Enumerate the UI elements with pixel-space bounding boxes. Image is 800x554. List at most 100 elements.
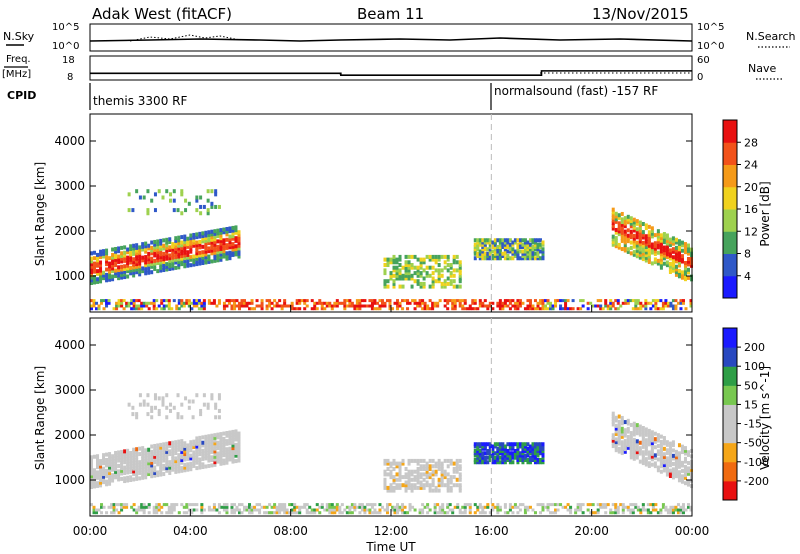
echo-cell bbox=[623, 218, 627, 223]
echo-cell bbox=[611, 215, 615, 220]
echo-cell bbox=[651, 299, 655, 303]
echo-cell bbox=[117, 254, 121, 259]
echo-cell bbox=[237, 307, 241, 311]
echo-cell bbox=[187, 299, 191, 303]
echo-cell bbox=[541, 299, 545, 303]
echo-cell bbox=[431, 307, 435, 311]
echo-cell bbox=[350, 301, 354, 305]
echo-cell bbox=[422, 458, 426, 463]
echo-cell bbox=[213, 250, 217, 255]
echo-cell bbox=[635, 235, 639, 240]
echo-cell bbox=[506, 242, 510, 247]
echo-cell bbox=[443, 281, 447, 286]
echo-cell bbox=[358, 307, 362, 311]
echo-cell bbox=[516, 449, 520, 453]
echo-cell bbox=[237, 458, 241, 463]
echo-cell bbox=[210, 229, 214, 234]
echo-cell bbox=[97, 307, 101, 311]
echo-cell bbox=[219, 437, 223, 442]
echo-cell bbox=[278, 511, 282, 515]
echo-cell bbox=[147, 270, 151, 275]
echo-cell bbox=[108, 470, 112, 475]
y-tick-label: 1000 bbox=[54, 473, 85, 487]
echo-cell bbox=[90, 272, 93, 277]
echo-cell bbox=[511, 251, 515, 256]
echo-cell bbox=[620, 426, 624, 431]
echo-cell bbox=[135, 466, 139, 471]
echo-cell bbox=[569, 505, 573, 509]
echo-cell bbox=[419, 273, 423, 278]
colorbar-tick-label: 16 bbox=[744, 203, 758, 216]
echo-cell bbox=[395, 477, 399, 482]
echo-cell bbox=[526, 242, 530, 247]
echo-cell bbox=[174, 252, 178, 257]
echo-cell bbox=[111, 475, 115, 480]
echo-cell bbox=[623, 420, 627, 425]
echo-cell bbox=[204, 249, 208, 254]
echo-cell bbox=[493, 238, 497, 243]
echo-cell bbox=[650, 438, 654, 443]
echo-cell bbox=[659, 236, 663, 240]
echo-cell bbox=[318, 511, 322, 515]
echo-cell bbox=[533, 299, 537, 303]
echo-cell bbox=[407, 483, 411, 488]
echo-cell bbox=[428, 488, 432, 493]
echo-cell bbox=[644, 255, 648, 260]
echo-cell bbox=[378, 307, 382, 311]
echo-cell bbox=[404, 488, 408, 493]
echo-cell bbox=[647, 254, 651, 259]
echo-cell bbox=[668, 457, 672, 462]
echo-cell bbox=[440, 464, 444, 469]
echo-cell bbox=[644, 462, 648, 467]
echo-cell bbox=[225, 254, 229, 258]
echo-cell bbox=[132, 301, 136, 305]
echo-cell bbox=[419, 485, 423, 490]
echo-cell bbox=[401, 273, 405, 278]
echo-cell bbox=[606, 503, 610, 507]
echo-cell bbox=[216, 255, 220, 260]
echo-cell bbox=[99, 271, 103, 276]
echo-cell bbox=[108, 460, 112, 465]
echo-cell bbox=[440, 281, 444, 286]
echo-cell bbox=[422, 472, 426, 477]
echo-cell bbox=[641, 257, 645, 262]
echo-cell bbox=[168, 449, 172, 454]
echo-cell bbox=[165, 503, 169, 507]
echo-cell bbox=[219, 255, 223, 260]
echo-cell bbox=[620, 448, 624, 453]
echo-cell bbox=[481, 451, 485, 456]
echo-cell bbox=[231, 459, 235, 464]
echo-cell bbox=[468, 508, 472, 512]
echo-cell bbox=[511, 460, 515, 465]
echo-cell bbox=[629, 444, 633, 449]
echo-cell bbox=[95, 511, 99, 515]
echo-cell bbox=[496, 505, 500, 509]
echo-cell bbox=[237, 238, 241, 243]
echo-cell bbox=[168, 264, 172, 269]
echo-cell bbox=[217, 393, 221, 398]
echo-cell bbox=[303, 503, 307, 507]
echo-cell bbox=[283, 304, 287, 308]
echo-cell bbox=[647, 249, 651, 254]
echo-cell bbox=[689, 478, 693, 483]
echo-cell bbox=[182, 511, 186, 515]
echo-cell bbox=[437, 279, 441, 284]
echo-cell bbox=[162, 307, 166, 311]
echo-cell bbox=[126, 454, 130, 459]
echo-cell bbox=[237, 434, 241, 439]
echo-cell bbox=[589, 511, 593, 515]
echo-cell bbox=[483, 240, 487, 245]
echo-cell bbox=[626, 429, 630, 434]
echo-cell bbox=[481, 304, 485, 308]
echo-cell bbox=[105, 463, 109, 468]
echo-cell bbox=[620, 238, 624, 243]
echo-cell bbox=[689, 247, 693, 252]
echo-cell bbox=[453, 301, 457, 305]
echo-cell bbox=[418, 301, 422, 305]
echo-cell bbox=[123, 253, 127, 258]
echo-cell bbox=[108, 269, 112, 274]
echo-cell bbox=[97, 508, 101, 512]
echo-cell bbox=[647, 453, 651, 458]
echo-cell bbox=[413, 307, 417, 311]
echo-cell bbox=[576, 505, 580, 509]
